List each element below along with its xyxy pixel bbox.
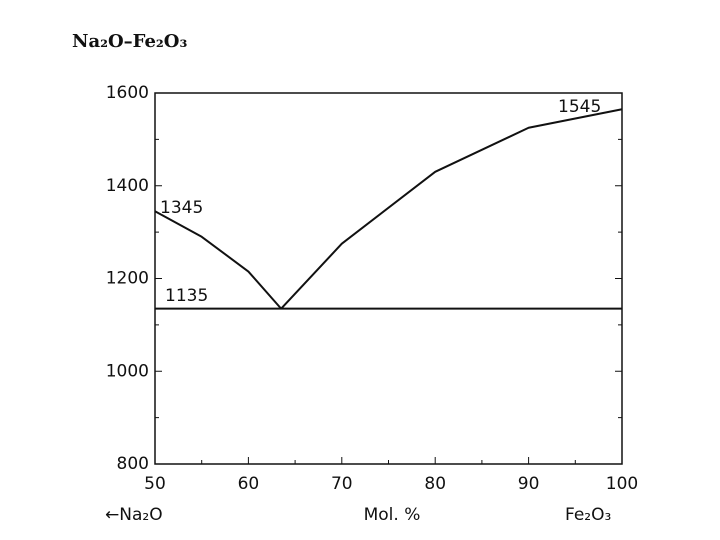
- x-tick-label: 90: [518, 474, 540, 494]
- chart-title: Na₂O–Fe₂O₃: [72, 31, 187, 52]
- y-tick-label: 800: [117, 454, 149, 474]
- annotation: 1545: [558, 97, 601, 117]
- x-tick-label: 50: [144, 474, 166, 494]
- plot-frame: [154, 92, 623, 465]
- x-tick-label: 80: [424, 474, 446, 494]
- phase-line: [280, 108, 623, 310]
- x-tick-label: 70: [331, 474, 353, 494]
- y-tick-label: 1200: [106, 269, 149, 289]
- x-axis-right-label: Fe₂O₃: [565, 505, 611, 525]
- x-axis-label: Mol. %: [364, 505, 421, 525]
- phase-line: [154, 210, 282, 310]
- y-tick-label: 1000: [106, 361, 149, 381]
- annotation: 1135: [165, 286, 208, 306]
- annotation: 1345: [160, 198, 203, 218]
- x-axis-left-label: ←Na₂O: [105, 505, 163, 525]
- x-tick-label: 100: [606, 474, 638, 494]
- y-tick-label: 1600: [106, 83, 149, 103]
- x-tick-label: 60: [238, 474, 260, 494]
- y-tick-label: 1400: [106, 176, 149, 196]
